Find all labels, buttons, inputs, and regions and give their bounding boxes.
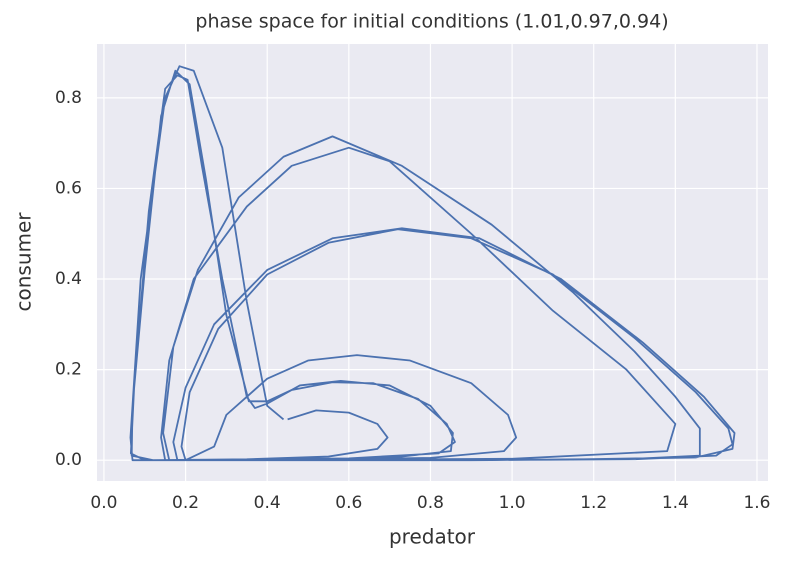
- y-axis-label: consumer: [12, 212, 36, 312]
- x-tick-label: 1.4: [662, 493, 689, 513]
- x-axis-label: predator: [389, 525, 476, 549]
- x-tick-label: 1.6: [743, 493, 770, 513]
- y-tick-label: 0.6: [55, 178, 82, 198]
- y-tick-label: 0.0: [55, 450, 82, 470]
- x-tick-label: 1.0: [499, 493, 526, 513]
- tick-labels: 0.0 0.2 0.4 0.6 0.8 1.0 1.2 1.4 1.6 0.0 0.2 0.4 0.6 0…: [55, 88, 771, 513]
- phase-line: [129, 65, 736, 462]
- x-tick-label: 0.0: [90, 493, 117, 513]
- x-tick-label: 0.2: [172, 493, 199, 513]
- y-tick-label: 0.4: [55, 269, 82, 289]
- chart-title: phase space for initial conditions (1.01…: [195, 11, 668, 33]
- y-tick-label: 0.2: [55, 360, 82, 380]
- x-tick-label: 0.4: [254, 493, 281, 513]
- x-tick-label: 0.6: [335, 493, 362, 513]
- x-tick-label: 1.2: [580, 493, 607, 513]
- y-tick-label: 0.8: [55, 88, 82, 108]
- x-tick-label: 0.8: [417, 493, 444, 513]
- marks: [129, 65, 736, 462]
